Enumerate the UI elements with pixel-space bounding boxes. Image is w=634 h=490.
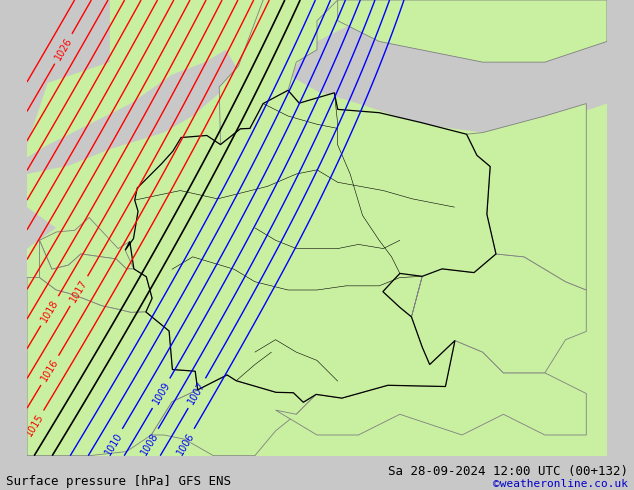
Text: 1017: 1017 xyxy=(68,278,89,304)
Polygon shape xyxy=(338,0,607,62)
Text: 1015: 1015 xyxy=(24,412,46,439)
Text: Sa 28-09-2024 12:00 UTC (00+132): Sa 28-09-2024 12:00 UTC (00+132) xyxy=(387,465,628,478)
Text: 1008: 1008 xyxy=(139,430,160,457)
Polygon shape xyxy=(27,49,238,174)
Polygon shape xyxy=(152,375,316,456)
Text: 1007: 1007 xyxy=(186,380,207,406)
Text: 1009: 1009 xyxy=(151,380,172,406)
Polygon shape xyxy=(383,254,586,373)
Text: 1018: 1018 xyxy=(39,298,60,324)
Polygon shape xyxy=(125,90,496,402)
Text: 1016: 1016 xyxy=(39,357,60,383)
Text: 1010: 1010 xyxy=(103,430,124,457)
Polygon shape xyxy=(27,0,110,290)
Polygon shape xyxy=(39,218,134,270)
Polygon shape xyxy=(276,341,586,435)
Text: Surface pressure [hPa] GFS ENS: Surface pressure [hPa] GFS ENS xyxy=(6,474,231,488)
Text: ©weatheronline.co.uk: ©weatheronline.co.uk xyxy=(493,479,628,489)
Polygon shape xyxy=(467,103,586,290)
Polygon shape xyxy=(39,240,152,312)
Polygon shape xyxy=(288,21,607,133)
Polygon shape xyxy=(27,277,198,456)
Polygon shape xyxy=(219,0,338,145)
Text: 1006: 1006 xyxy=(175,430,196,457)
Polygon shape xyxy=(27,0,607,456)
Text: 1026: 1026 xyxy=(53,36,74,62)
